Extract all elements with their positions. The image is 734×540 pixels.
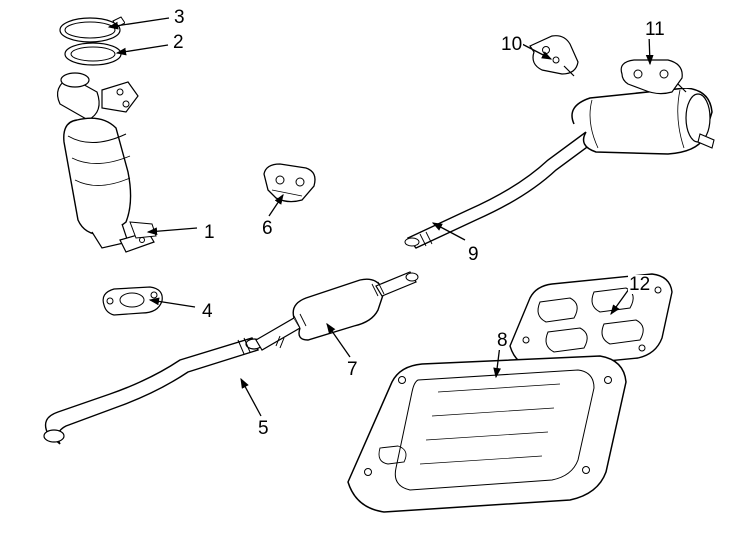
callout-label-1: 1 — [203, 223, 216, 242]
callout-label-6: 6 — [261, 219, 274, 238]
front-exhaust-pipe — [40, 332, 290, 452]
callout-label-11: 11 — [644, 20, 666, 39]
callout-label-2: 2 — [172, 33, 185, 52]
callout-leader-5 — [241, 379, 261, 416]
callout-leader-4 — [150, 300, 195, 307]
callout-label-12: 12 — [628, 275, 651, 294]
heat-shield-upper — [502, 268, 682, 378]
callout-label-4: 4 — [201, 302, 214, 321]
callout-leader-6 — [269, 195, 283, 216]
callout-leader-10 — [522, 44, 551, 59]
intermediate-pipe-to-muffler — [398, 88, 718, 258]
muffler-hanger-right — [616, 54, 688, 98]
inner-seal-ring — [62, 40, 124, 68]
catalytic-converter-assembly — [42, 62, 177, 257]
callout-leader-7 — [327, 324, 350, 357]
callout-leader-3 — [109, 18, 169, 27]
callout-label-3: 3 — [173, 8, 186, 27]
callout-label-8: 8 — [496, 331, 509, 350]
callout-leader-1 — [148, 228, 197, 232]
callout-leader-9 — [433, 223, 465, 240]
callout-label-5: 5 — [257, 419, 270, 438]
callout-label-7: 7 — [346, 360, 359, 379]
muffler-hanger-left — [524, 32, 584, 80]
callout-leader-12 — [611, 289, 629, 314]
exploded-parts-diagram: 123456789101112 — [0, 0, 734, 540]
callout-label-9: 9 — [467, 245, 480, 264]
resonator-center-pipe — [250, 262, 420, 352]
heat-shield-lower — [338, 352, 638, 522]
hanger-bracket-front — [258, 160, 322, 206]
flange-gasket — [96, 283, 168, 319]
callout-leader-2 — [117, 45, 168, 53]
outer-clamp-ring — [55, 13, 125, 47]
callout-label-10: 10 — [500, 35, 523, 54]
